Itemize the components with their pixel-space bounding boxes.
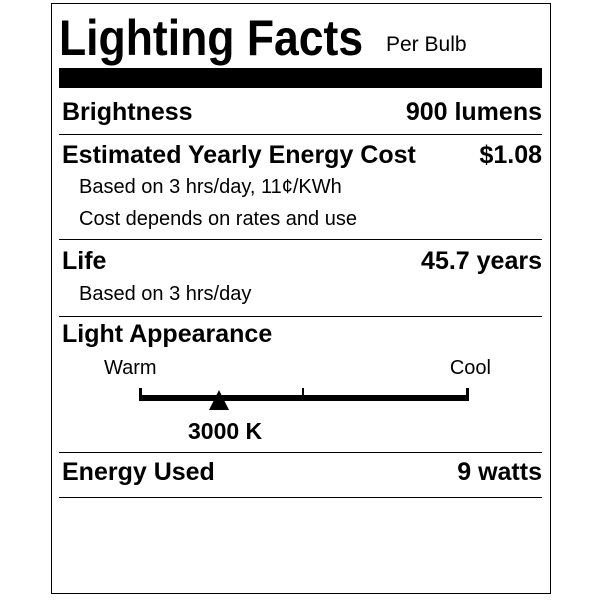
life-value: 45.7 years: [421, 247, 542, 275]
brightness-value: 900 lumens: [405, 98, 542, 126]
energy-cost-value: $1.08: [479, 141, 542, 169]
energy-used-value: 9 watts: [457, 458, 542, 486]
title-bar: [59, 68, 542, 88]
scale-tick-mid: [302, 388, 304, 401]
life-label: Life: [62, 247, 107, 275]
life-note: Based on 3 hrs/day: [79, 283, 252, 305]
energy-used-label: Energy Used: [62, 458, 215, 486]
warm-label: Warm: [104, 357, 157, 379]
divider: [59, 316, 542, 317]
lighting-facts-label: [51, 3, 551, 594]
light-appearance-label: Light Appearance: [62, 320, 273, 348]
energy-cost-note-2: Cost depends on rates and use: [79, 208, 357, 230]
cool-label: Cool: [449, 357, 491, 379]
label-title: Lighting Facts: [59, 10, 364, 66]
scale-bar: [139, 395, 469, 401]
scale-tick-cool: [466, 388, 469, 401]
divider: [59, 452, 542, 453]
divider: [59, 239, 542, 240]
label-subtitle: Per Bulb: [386, 33, 467, 56]
divider: [59, 497, 542, 498]
color-temperature-value: 3000 K: [188, 418, 263, 444]
energy-cost-label: Estimated Yearly Energy Cost: [62, 141, 416, 169]
brightness-label: Brightness: [62, 98, 193, 126]
scale-marker-triangle-icon: [208, 390, 229, 410]
scale-tick-warm: [139, 388, 142, 401]
energy-cost-note-1: Based on 3 hrs/day, 11¢/KWh: [79, 176, 342, 198]
divider: [59, 134, 542, 135]
